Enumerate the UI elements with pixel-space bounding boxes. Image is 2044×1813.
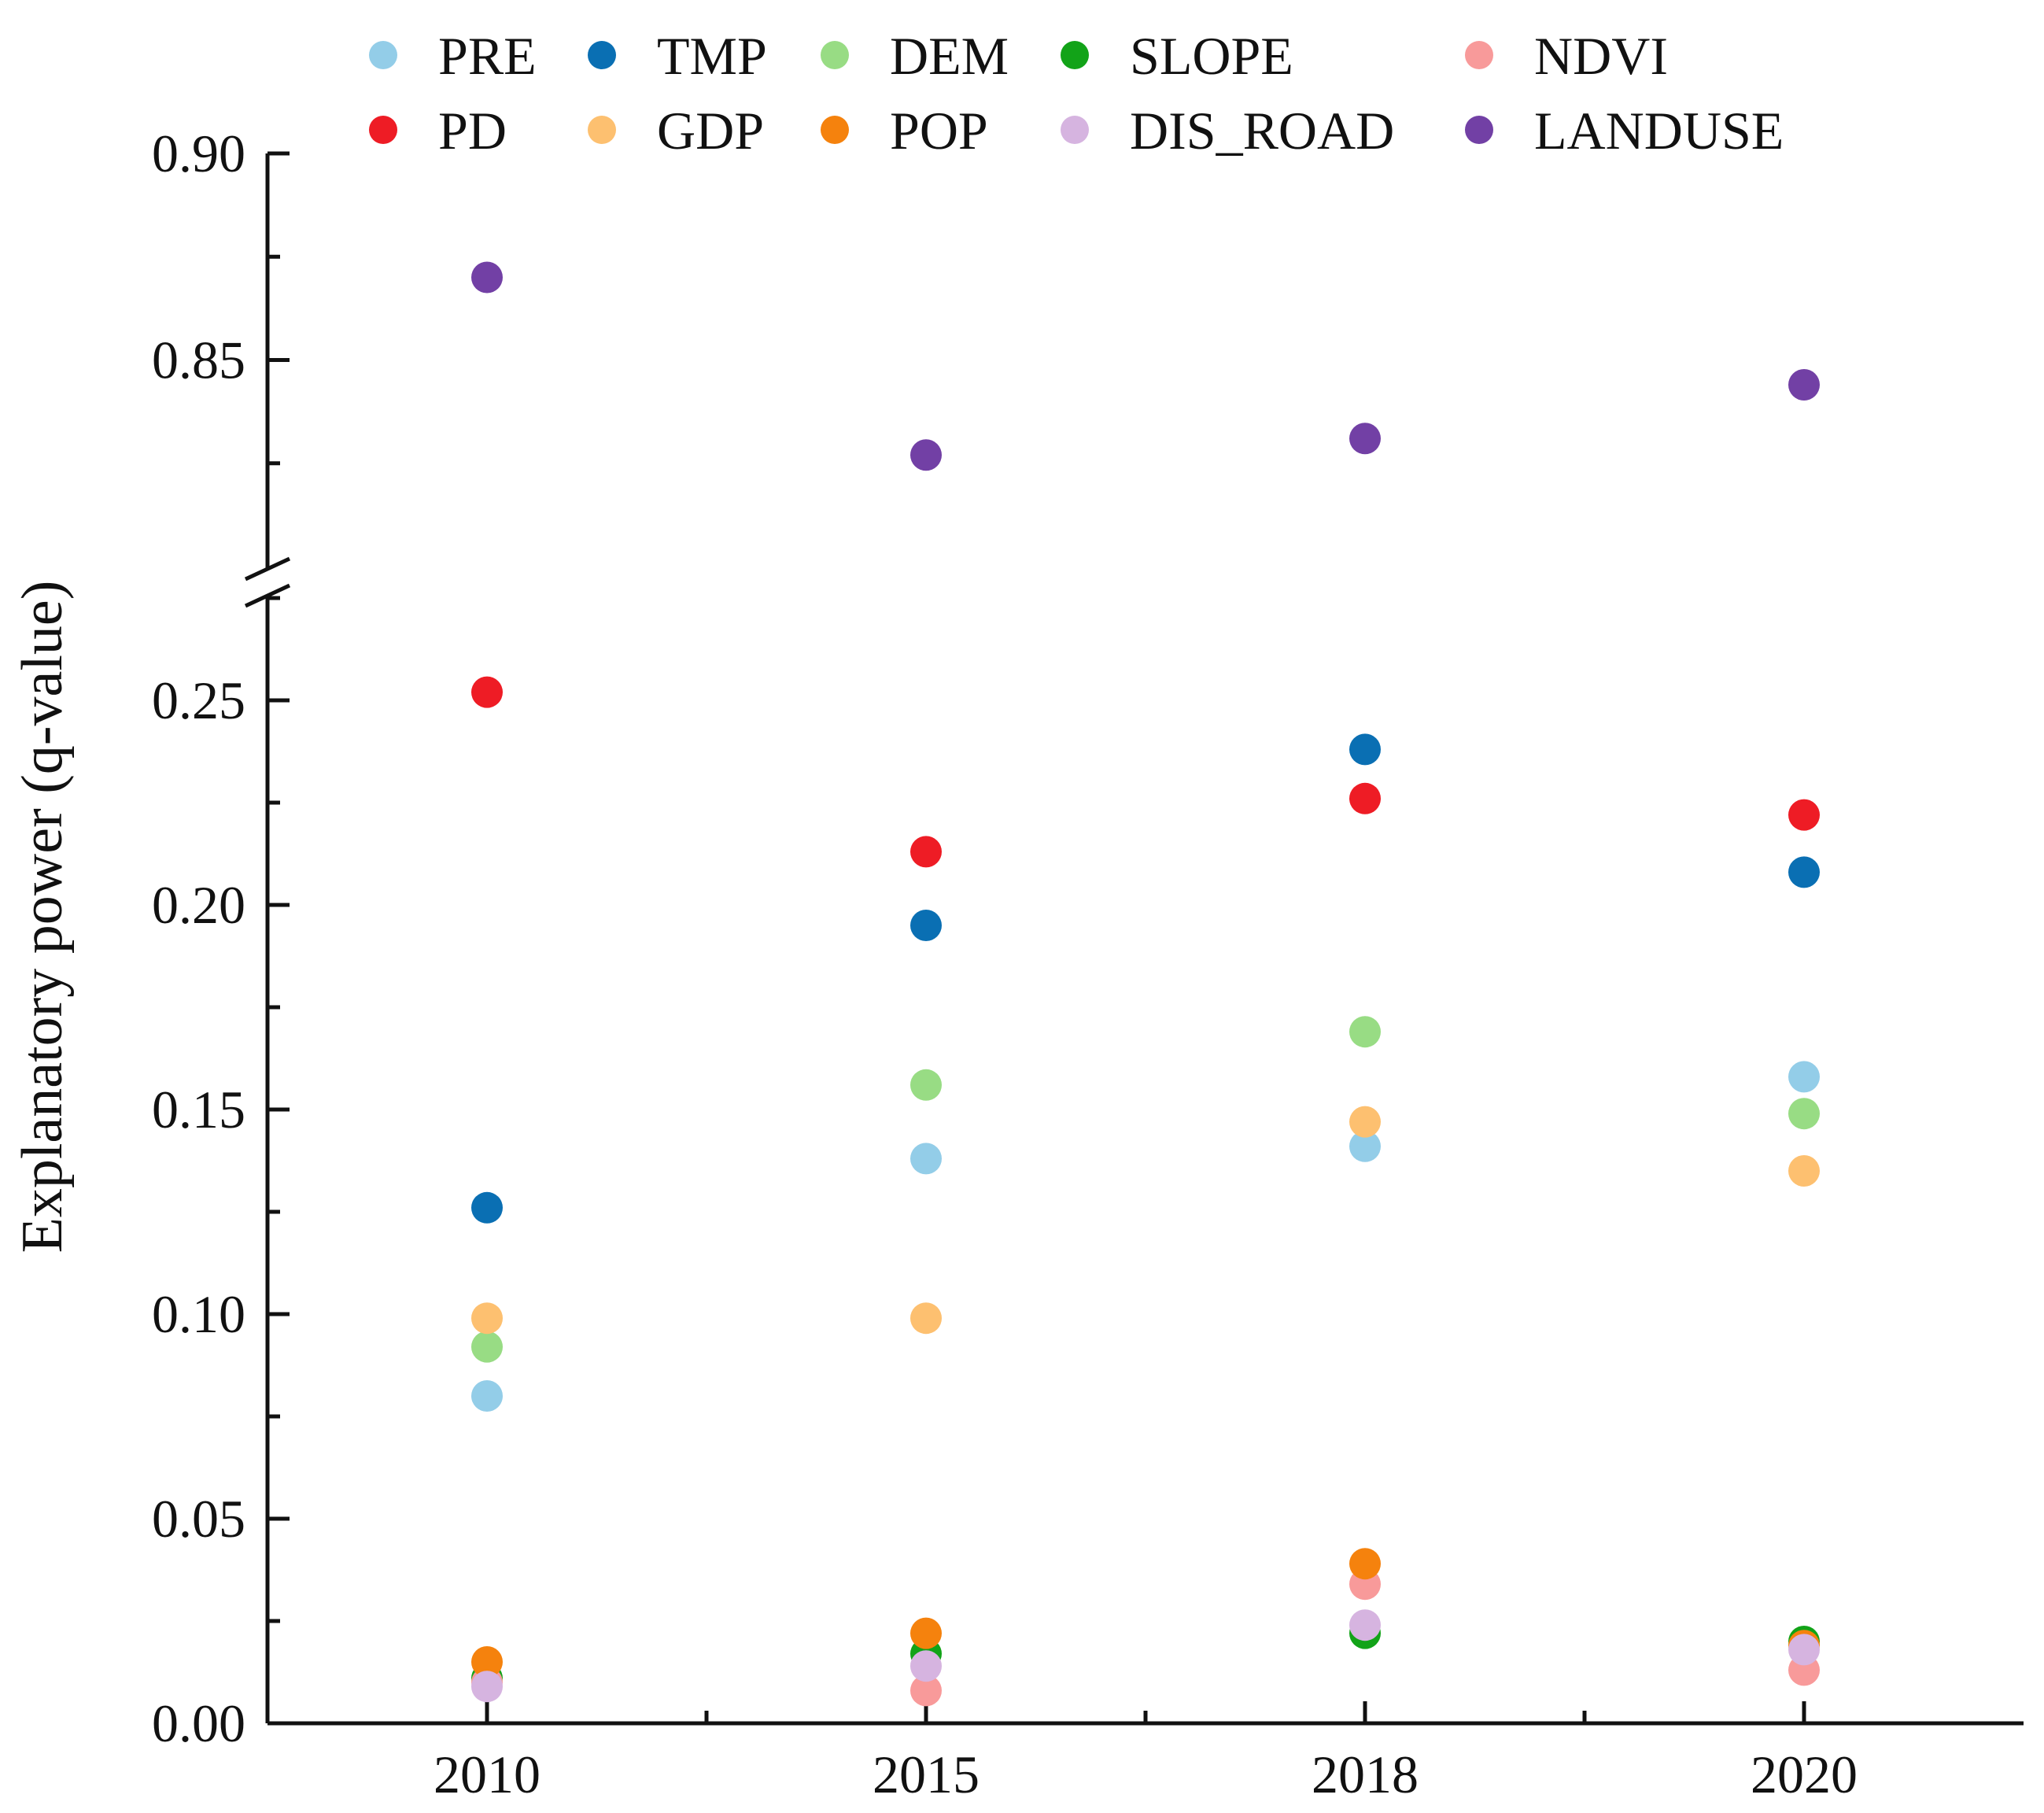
y-axis: 0.00 0.05 0.10 0.15 0.20 0.25 0.85 0.90: [152, 124, 291, 1753]
y-tick-label: 0.10: [152, 1284, 245, 1344]
point-pd-2020: [1788, 799, 1820, 831]
point-gdp-2015: [910, 1302, 942, 1335]
y-tick-label: 0.00: [152, 1693, 245, 1753]
legend-label-gdp: GDP: [657, 101, 764, 161]
point-dem-2010: [471, 1331, 503, 1363]
point-pop-2015: [910, 1617, 942, 1649]
point-pre-2020: [1788, 1061, 1820, 1093]
point-dem-2015: [910, 1069, 942, 1101]
y-tick-label: 0.20: [152, 875, 245, 935]
point-pre-2015: [910, 1143, 942, 1175]
legend-marker-ndvi: [1465, 41, 1493, 69]
point-pop-2018: [1349, 1548, 1381, 1580]
point-pop-2010: [471, 1646, 503, 1678]
legend-marker-slope: [1061, 41, 1089, 69]
y-tick-label: 0.90: [152, 124, 245, 183]
point-dis-road-2020: [1788, 1634, 1820, 1666]
point-pd-2018: [1349, 782, 1381, 814]
point-landuse-2018: [1349, 423, 1381, 455]
x-axis: 2010 2015 2018 2020: [267, 1701, 2024, 1804]
x-tick-label: 2010: [434, 1745, 541, 1804]
legend-label-slope: SLOPE: [1130, 26, 1293, 86]
point-tmp-2015: [910, 910, 942, 941]
legend-marker-pre: [369, 41, 397, 69]
point-dem-2020: [1788, 1098, 1820, 1130]
y-axis-title: Explanatory power (q-value): [10, 581, 75, 1254]
point-dem-2018: [1349, 1016, 1381, 1048]
y-tick-label: 0.85: [152, 330, 245, 390]
legend: PRE TMP DEM SLOPE NDVI PD GDP POP DIS_ROAD LANDUS…: [369, 26, 1784, 161]
point-tmp-2018: [1349, 733, 1381, 766]
legend-label-pre: PRE: [438, 26, 537, 86]
point-dis-road-2010: [471, 1671, 503, 1703]
legend-label-dem: DEM: [890, 26, 1009, 86]
point-gdp-2010: [471, 1302, 503, 1335]
legend-label-tmp: TMP: [657, 26, 767, 86]
point-gdp-2018: [1349, 1106, 1381, 1138]
legend-label-ndvi: NDVI: [1534, 26, 1668, 86]
point-landuse-2015: [910, 439, 942, 471]
point-pd-2010: [471, 676, 503, 708]
point-landuse-2010: [471, 261, 503, 294]
point-pre-2010: [471, 1380, 503, 1412]
legend-marker-pop: [821, 116, 849, 144]
axis-break-mark: [244, 556, 291, 582]
y-tick-label: 0.05: [152, 1489, 245, 1549]
y-tick-label: 0.25: [152, 670, 245, 730]
point-landuse-2020: [1788, 369, 1820, 401]
legend-marker-gdp: [588, 116, 616, 144]
legend-label-dis-road: DIS_ROAD: [1130, 101, 1394, 161]
x-tick-label: 2015: [873, 1745, 980, 1804]
legend-label-pd: PD: [438, 101, 507, 161]
point-ndvi-2015: [910, 1675, 942, 1707]
x-tick-label: 2018: [1312, 1745, 1419, 1804]
point-pre-2018: [1349, 1130, 1381, 1162]
legend-marker-dis-road: [1061, 116, 1089, 144]
data-points: [471, 261, 1820, 1707]
point-gdp-2020: [1788, 1155, 1820, 1187]
point-tmp-2020: [1788, 856, 1820, 888]
axis-break-mark: [244, 583, 291, 608]
legend-label-landuse: LANDUSE: [1534, 101, 1784, 161]
legend-marker-dem: [821, 41, 849, 69]
point-dis-road-2015: [910, 1650, 942, 1682]
point-tmp-2010: [471, 1191, 503, 1224]
legend-marker-tmp: [588, 41, 616, 69]
legend-marker-landuse: [1465, 116, 1493, 144]
legend-marker-pd: [369, 116, 397, 144]
x-tick-label: 2020: [1751, 1745, 1858, 1804]
legend-label-pop: POP: [890, 101, 988, 161]
point-pd-2015: [910, 836, 942, 868]
y-tick-label: 0.15: [152, 1080, 245, 1139]
point-dis-road-2018: [1349, 1609, 1381, 1641]
